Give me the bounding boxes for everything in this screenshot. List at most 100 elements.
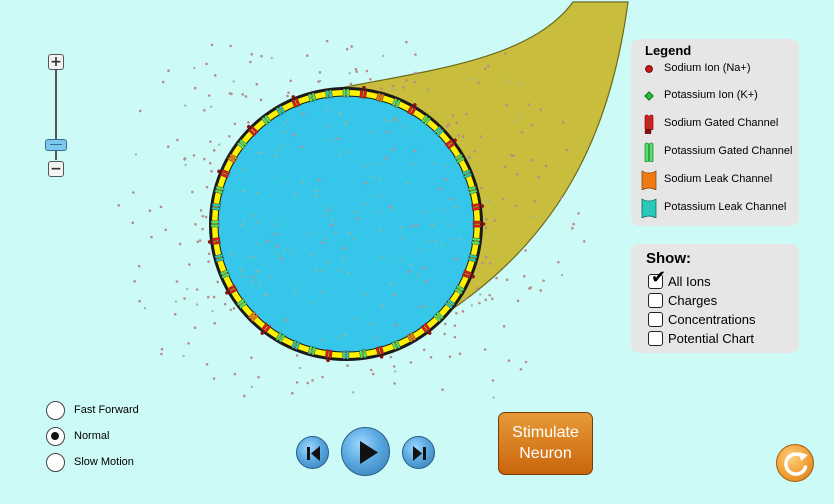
potassium-ion: [334, 231, 337, 234]
sodium-ion: [196, 240, 200, 244]
potassium-ion: [394, 370, 397, 373]
stimulate-neuron-button[interactable]: Stimulate Neuron: [498, 412, 593, 475]
radio-label[interactable]: Normal: [74, 430, 110, 442]
sodium-ion: [444, 322, 447, 326]
sodium-ion: [133, 280, 136, 283]
zoom-in-button[interactable]: +: [48, 54, 64, 70]
potassium-ion: [258, 151, 261, 154]
sodium-leak-channel: [247, 311, 259, 322]
show-panel: Show: ✔ All Ions Charges Concentrations …: [631, 244, 799, 353]
potassium-ion: [182, 354, 185, 357]
sodium-ion: [205, 185, 209, 189]
potassium-ion: [338, 335, 341, 338]
sodium-ion: [544, 164, 548, 168]
sodium-ion: [531, 123, 534, 127]
sodium-ion: [201, 214, 205, 218]
sodium-ion: [341, 246, 345, 250]
check-label[interactable]: Potential Chart: [668, 331, 754, 346]
step-back-button[interactable]: [296, 436, 329, 469]
potassium-ion: [329, 139, 332, 142]
sodium-ion: [392, 84, 395, 88]
charges-checkbox[interactable]: [648, 293, 663, 308]
sodium-ion: [495, 276, 498, 280]
potassium-ion: [348, 72, 351, 75]
potassium-ion: [256, 221, 259, 224]
check-label[interactable]: Concentrations: [668, 312, 756, 327]
sodium-ion: [166, 145, 170, 148]
sodium-ion: [242, 394, 246, 398]
concentrations-checkbox[interactable]: [648, 312, 663, 327]
potassium-leak-channel: [291, 339, 301, 351]
potassium-ion: [353, 211, 356, 214]
check-label[interactable]: All Ions: [668, 274, 711, 289]
potassium-ion: [364, 204, 367, 207]
sodium-ion: [289, 79, 293, 83]
sodium-ion: [393, 382, 396, 385]
sodium-ion: [394, 323, 398, 327]
potassium-ion: [379, 303, 382, 306]
potassium-gated-channel: [391, 339, 401, 351]
potassium-ion: [251, 281, 254, 284]
sodium-ion: [405, 78, 408, 82]
check-label[interactable]: Charges: [668, 293, 718, 308]
sodium-leak-channel: [227, 153, 238, 164]
sodium-ion: [318, 178, 321, 181]
sodium-ion: [507, 359, 511, 362]
potassium-ion: [352, 238, 355, 241]
zoom-slider-thumb[interactable]: [45, 139, 67, 151]
sodium-ion: [325, 39, 329, 43]
potassium-ion: [492, 396, 495, 399]
sodium-ion: [295, 354, 299, 357]
sodium-ion: [504, 52, 507, 56]
sodium-ion: [356, 217, 359, 220]
potassium-gated-channel: [219, 269, 231, 279]
sodium-ion: [487, 64, 490, 68]
all-ions-checkbox[interactable]: ✔: [648, 269, 666, 289]
radio-label[interactable]: Slow Motion: [74, 456, 134, 468]
radio-selected-dot: [51, 432, 59, 440]
sodium-ion: [502, 197, 505, 201]
step-forward-button[interactable]: [402, 436, 435, 469]
potential-chart-checkbox[interactable]: [648, 331, 663, 346]
sodium-ion: [465, 112, 468, 116]
sodium-ion: [451, 114, 455, 117]
show-title: Show:: [646, 250, 691, 267]
sodium-ion: [326, 209, 330, 213]
sodium-ion: [479, 135, 482, 138]
sodium-ion: [583, 240, 586, 243]
play-button[interactable]: [341, 427, 390, 476]
sodium-ion: [131, 221, 135, 225]
sodium-ion: [493, 219, 497, 222]
sodium-gated-channel: [359, 85, 368, 99]
sodium-ion: [148, 209, 152, 212]
potassium-ion: [250, 385, 253, 388]
sodium-ion: [321, 375, 324, 379]
potassium-ion: [381, 305, 384, 308]
fast-forward-radio[interactable]: [46, 401, 65, 420]
reset-button[interactable]: [776, 444, 814, 482]
sodium-ion: [410, 225, 413, 228]
potassium-ion: [339, 111, 342, 114]
sodium-ion: [300, 145, 304, 149]
potassium-ion: [247, 257, 250, 260]
sodium-ion: [251, 275, 255, 279]
sodium-ion: [485, 218, 488, 221]
radio-label[interactable]: Fast Forward: [74, 404, 139, 416]
play-icon: [360, 441, 378, 464]
potassium-ion: [382, 54, 385, 57]
zoom-out-button[interactable]: −: [48, 161, 64, 177]
sodium-ion: [413, 80, 417, 84]
potassium-ion: [458, 237, 461, 240]
normal-radio[interactable]: [46, 427, 65, 446]
potassium-gated-channel-icon: [644, 142, 654, 162]
potassium-ion: [242, 190, 245, 193]
axon: [329, 1, 629, 313]
potassium-gated-channel: [433, 311, 444, 323]
legend-panel: Legend Sodium Ion (Na+) Potassium Ion (K…: [631, 39, 799, 226]
potassium-ion: [211, 310, 214, 313]
slow-motion-radio[interactable]: [46, 453, 65, 472]
sodium-ion: [205, 363, 209, 366]
zoom-slider-track[interactable]: [55, 70, 57, 160]
sodium-ion: [369, 368, 373, 372]
sodium-ion: [233, 372, 237, 376]
